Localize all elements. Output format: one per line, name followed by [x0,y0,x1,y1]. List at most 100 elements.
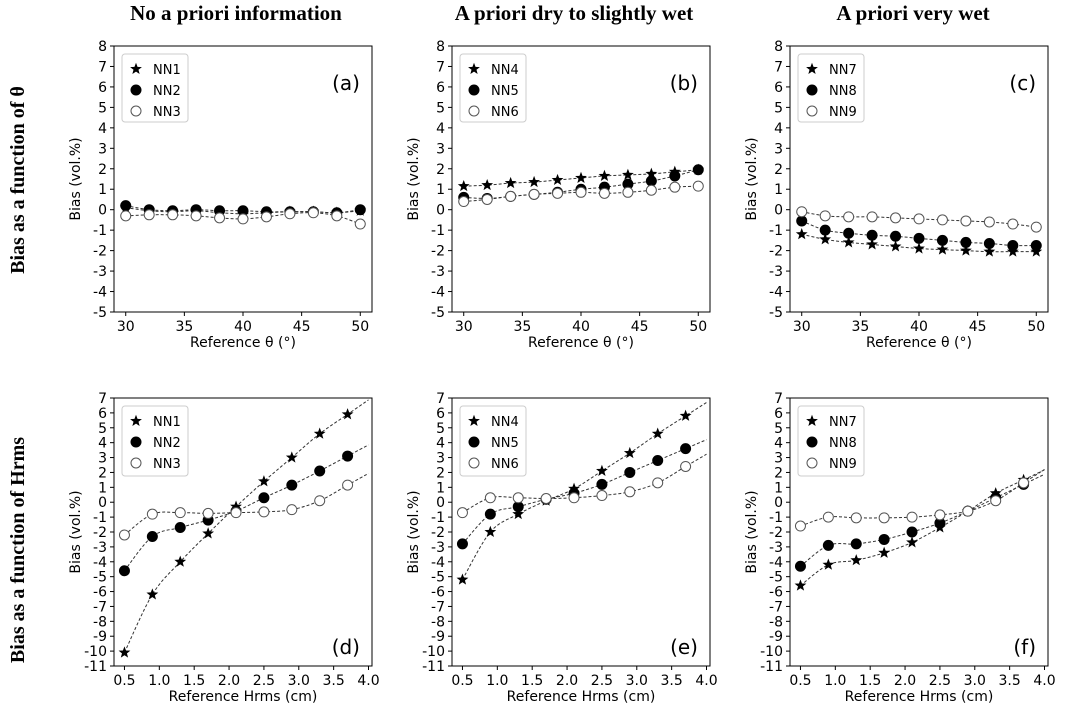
point-NN6-3 [528,188,540,200]
y-tick-label: 6 [774,406,783,422]
y-tick-label: 5 [436,100,445,116]
point-NN3-4 [214,212,226,224]
point-NN5-1 [484,508,496,520]
x-axis-label: Reference θ (°) [528,335,634,351]
point-NN1-8 [341,408,354,420]
x-axis-label: Reference θ (°) [190,335,296,351]
point-NN7-5 [913,242,925,254]
point-NN7-4 [906,536,918,548]
y-axis-label: Bias (vol.%) [744,490,760,573]
point-NN6-5 [596,490,608,502]
y-tick-label: 6 [774,80,783,96]
point-NN6-1 [481,193,493,205]
y-tick-label: 5 [774,421,783,437]
y-tick-label: -3 [769,540,783,556]
point-NN2-0 [118,565,130,577]
row-title-1: Bias as a function of θ [7,86,29,274]
point-NN4-5 [596,464,608,476]
y-tick-label: 8 [98,39,107,55]
y-tick-label: 1 [774,182,783,198]
y-tick-label: 6 [436,80,445,96]
point-NN3-3 [190,210,202,222]
y-axis-label: Bias (vol.%) [68,490,84,573]
point-NN7-3 [878,546,891,558]
point-NN6-0 [458,196,470,208]
x-tick-label: 2.0 [556,673,578,689]
x-tick-label: 4.0 [695,673,717,689]
y-tick-label: -11 [84,659,107,675]
x-tick-label: 2.5 [253,673,275,689]
point-NN4-0 [457,179,470,192]
point-NN7-0 [795,228,808,240]
x-tick-label: 2.0 [894,673,916,689]
y-tick-label: -4 [431,555,445,571]
legend-marker-NN3 [130,105,142,117]
y-tick-label: 1 [436,182,445,198]
point-NN9-6 [936,214,948,226]
y-tick-label: -9 [93,629,107,645]
point-NN9-4 [890,212,902,224]
y-axis-label: Bias (vol.%) [68,137,84,220]
y-tick-label: 1 [98,182,107,198]
point-NN2-10 [354,204,366,216]
y-tick-label: -4 [769,555,783,571]
y-tick-label: -2 [93,244,107,260]
point-NN2-0 [120,200,132,212]
legend-marker-NN9 [806,105,818,117]
point-NN4-7 [622,168,634,180]
y-tick-label: 7 [98,391,107,407]
point-NN4-8 [645,167,658,179]
panel-f: 0.5 1.0 1.5 2.0 2.5 3.0 3.5 4.0-11-10-9-8-7-6-5… [744,391,1056,705]
x-tick-label: 3.5 [323,673,345,689]
point-NN7-2 [842,236,855,248]
x-tick-label: 1.0 [486,673,508,689]
point-NN9-8 [983,216,995,228]
y-tick-label: 4 [98,436,107,452]
point-NN8-0 [796,215,808,227]
point-NN1-0 [118,646,131,658]
point-NN2-8 [342,450,354,462]
y-tick-label: -3 [431,540,445,556]
x-tick-label: 35 [513,319,531,335]
legend-label-NN6: NN6 [491,105,519,120]
x-tick-label: 4.0 [1033,673,1055,689]
point-NN9-2 [843,211,855,223]
point-NN6-6 [624,486,636,498]
y-tick-label: -1 [431,223,445,239]
point-NN1-1 [146,588,159,600]
point-NN7-10 [1030,245,1043,257]
point-NN3-8 [342,479,354,491]
x-tick-label: 4.0 [357,673,379,689]
point-NN6-2 [512,492,524,504]
y-tick-label: 2 [774,162,783,178]
legend-marker-NN8 [806,436,818,448]
x-axis-label: Reference θ (°) [866,335,972,351]
series-line-NN3 [124,472,369,536]
y-tick-label: 2 [774,465,783,481]
x-tick-label: 40 [572,319,590,335]
legend-marker-NN2 [130,84,142,96]
point-NN8-9 [1007,240,1019,251]
x-tick-label: 3.0 [964,673,986,689]
x-tick-label: 50 [689,319,707,335]
series-line-NN9 [800,469,1045,527]
x-tick-label: 1.5 [521,673,543,689]
y-tick-label: 7 [98,59,107,75]
legend-label-NN2: NN2 [153,436,181,451]
point-NN2-1 [146,530,158,542]
point-NN9-3 [878,512,890,524]
y-tick-label: -4 [769,285,783,301]
point-NN9-8 [1018,477,1030,489]
series-line-NN8 [800,473,1045,567]
y-axis-label: Bias (vol.%) [406,137,422,220]
y-tick-label: -5 [431,305,445,321]
x-tick-label: 3.0 [288,673,310,689]
legend-label-NN8: NN8 [829,84,857,99]
panel-label: (e) [670,635,698,659]
x-tick-label: 30 [117,319,135,335]
point-NN9-5 [913,213,925,225]
point-NN6-4 [568,492,580,504]
legend-label-NN4: NN4 [491,415,519,430]
